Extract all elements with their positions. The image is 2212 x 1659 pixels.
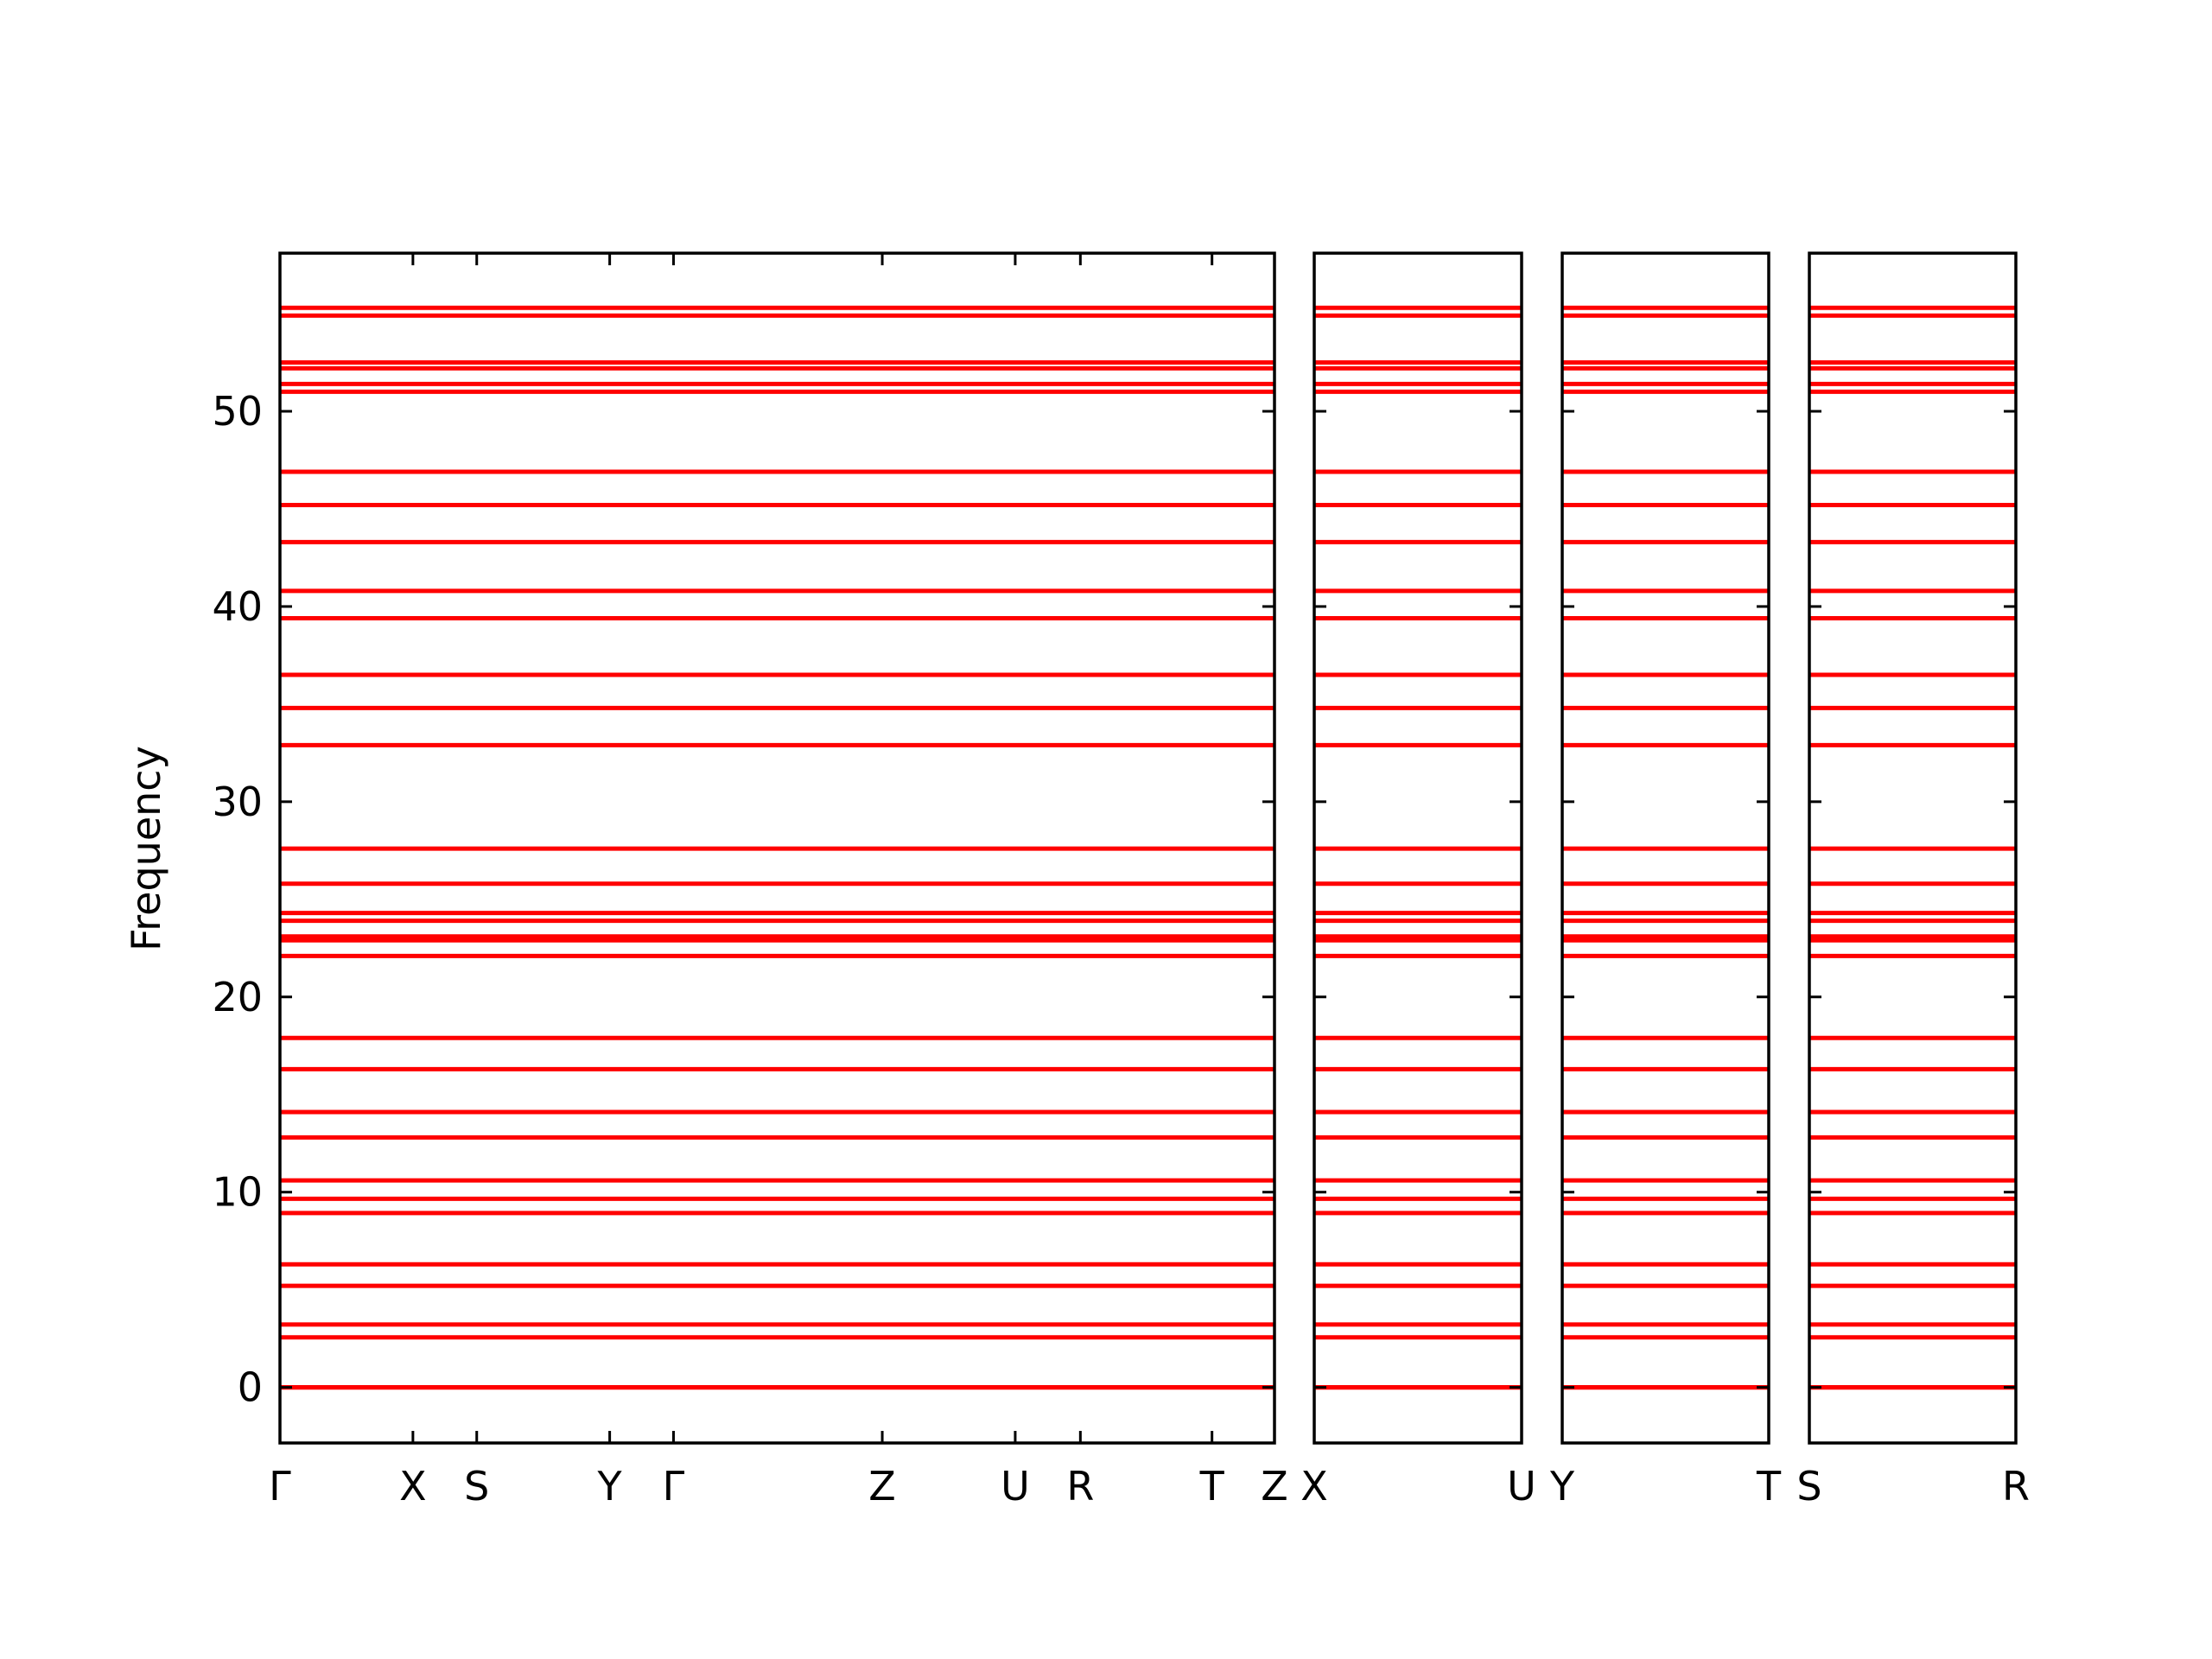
x-tick-label: R [1066,1463,1094,1510]
y-axis-label: Frequency [123,746,169,951]
x-tick-label: Y [597,1463,623,1510]
y-tick-label: 20 [212,974,263,1020]
y-tick-label: 10 [212,1169,263,1216]
y-tick-label: 0 [238,1364,263,1411]
panel-frame [1313,251,1523,1445]
y-tick-label: 30 [212,779,263,825]
x-tick-label: X [399,1463,427,1510]
x-tick-label: Z [1261,1463,1288,1510]
y-tick-label: 40 [212,583,263,630]
x-tick-label: U [1507,1463,1536,1510]
panel-frame [1808,251,2018,1445]
x-tick-label: R [2002,1463,2030,1510]
x-tick-label: U [1001,1463,1030,1510]
x-tick-label: T [1199,1463,1225,1510]
x-tick-label: Y [1549,1463,1575,1510]
x-tick-label: Γ [663,1463,685,1510]
panel-frame [1560,251,1770,1445]
x-tick-label: S [464,1463,489,1510]
x-tick-label: Z [868,1463,896,1510]
x-tick-label: X [1300,1463,1328,1510]
x-tick-label: S [1796,1463,1821,1510]
panel-frame [278,251,1276,1445]
y-tick-label: 50 [212,388,263,435]
x-tick-label: Γ [269,1463,291,1510]
x-tick-label: T [1756,1463,1782,1510]
